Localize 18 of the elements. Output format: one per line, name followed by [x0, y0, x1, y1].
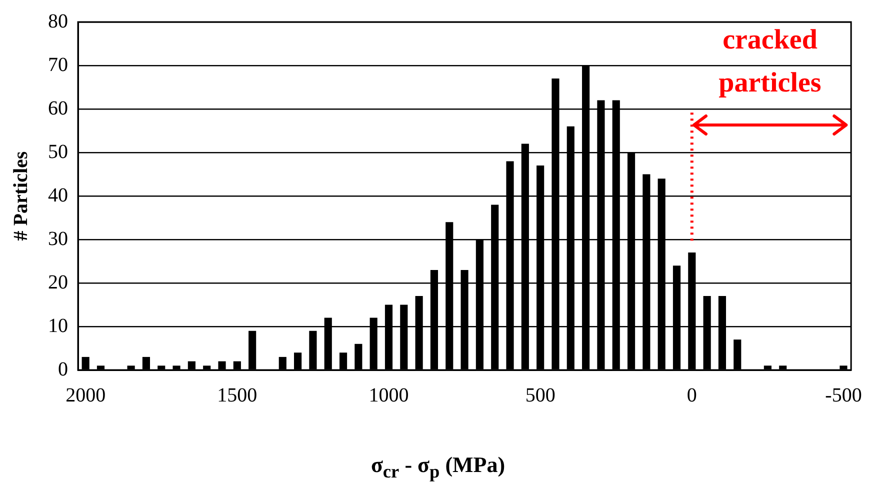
x-tick-label: 1500	[217, 384, 258, 406]
y-tick-label: 0	[58, 358, 68, 380]
annotation: cracked particles	[718, 24, 822, 99]
y-tick-label: 60	[48, 97, 68, 120]
x-tick-label: 1000	[368, 384, 409, 406]
x-tick-label: 500	[525, 384, 556, 406]
x-tick-label: 0	[686, 384, 697, 406]
y-tick-label: 20	[48, 271, 68, 294]
y-axis-title: # Particles	[10, 151, 32, 241]
y-tick-label: 40	[48, 184, 68, 206]
x-tick-label: 2000	[66, 384, 106, 406]
x-axis-title: σ$_{cr}$ - σ$_{p}$ (MPa)	[370, 452, 506, 482]
x-tick-label: -500	[825, 384, 862, 406]
y-tick-label: 30	[48, 228, 68, 250]
y-tick-label: 50	[48, 140, 68, 163]
y-tick-label: 70	[48, 54, 68, 76]
y-tick-label: 80	[48, 10, 68, 32]
y-tick-label: 10	[48, 314, 68, 337]
